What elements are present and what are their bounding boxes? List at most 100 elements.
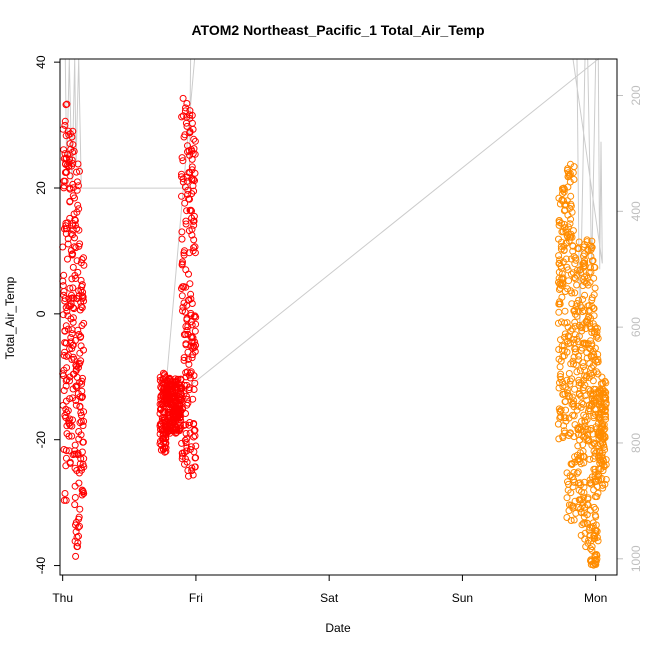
- data-point: [64, 351, 72, 359]
- y2-tick-label: 200: [629, 85, 643, 105]
- data-point: [576, 479, 584, 487]
- data-point: [191, 379, 199, 387]
- data-point: [191, 463, 199, 471]
- data-point: [71, 494, 79, 501]
- data-point: [598, 408, 606, 416]
- data-point: [574, 431, 582, 438]
- data-point: [583, 354, 591, 362]
- data-point: [184, 355, 192, 363]
- data-point: [581, 535, 589, 543]
- data-point: [66, 373, 74, 381]
- data-point: [595, 472, 603, 480]
- data-point: [584, 494, 592, 502]
- data-point: [585, 344, 593, 352]
- data-point: [76, 306, 84, 314]
- data-point: [170, 403, 178, 411]
- data-point: [563, 514, 571, 521]
- data-point: [61, 490, 69, 497]
- data-point: [73, 257, 81, 265]
- data-point: [182, 323, 190, 330]
- data-point: [179, 157, 187, 165]
- data-point: [573, 469, 581, 477]
- data-point: [558, 342, 566, 350]
- data-point: [566, 429, 574, 437]
- data-point: [64, 325, 72, 333]
- data-point: [185, 296, 193, 304]
- data-point: [74, 201, 82, 209]
- data-point: [588, 400, 596, 407]
- data-point: [186, 280, 194, 288]
- data-point: [182, 220, 190, 228]
- data-point: [60, 496, 68, 504]
- data-point: [566, 472, 574, 480]
- data-point: [68, 432, 76, 440]
- data-point: [601, 446, 609, 454]
- data-point: [584, 281, 592, 289]
- data-point: [185, 360, 193, 368]
- data-point: [599, 386, 607, 394]
- data-point: [587, 557, 594, 565]
- data-point: [188, 354, 196, 362]
- data-point: [563, 376, 571, 384]
- data-point: [72, 552, 80, 560]
- data-point: [576, 367, 584, 375]
- data-point: [588, 371, 596, 379]
- plot-frame: [59, 58, 618, 576]
- data-point: [59, 282, 67, 290]
- data-point: [590, 274, 598, 282]
- data-point: [555, 252, 563, 260]
- data-point: [571, 331, 579, 339]
- data-point: [189, 217, 197, 225]
- data-point: [183, 444, 191, 452]
- data-point: [60, 271, 68, 279]
- data-point: [582, 374, 590, 382]
- data-point: [557, 280, 565, 288]
- data-point: [71, 221, 79, 229]
- data-point: [77, 418, 85, 425]
- data-point: [182, 283, 190, 291]
- data-point: [571, 274, 579, 281]
- data-point: [73, 225, 81, 233]
- data-point: [590, 455, 597, 463]
- data-point: [187, 342, 195, 350]
- data-point: [593, 493, 601, 501]
- data-point: [190, 372, 198, 380]
- data-point: [572, 303, 580, 311]
- data-point: [560, 414, 568, 422]
- data-point: [179, 175, 187, 183]
- data-point: [65, 131, 73, 139]
- data-point: [555, 217, 563, 225]
- data-point: [165, 415, 173, 422]
- data-point: [591, 323, 599, 331]
- data-point: [77, 276, 85, 284]
- data-point: [68, 294, 76, 302]
- data-point: [588, 543, 596, 551]
- y-tick-label: 0: [34, 310, 48, 317]
- data-point: [156, 400, 164, 408]
- data-point: [80, 297, 88, 305]
- data-point: [563, 386, 571, 394]
- data-point: [75, 205, 83, 213]
- data-point: [66, 172, 74, 180]
- data-point: [183, 447, 190, 455]
- data-point: [60, 288, 68, 295]
- data-point: [66, 395, 74, 403]
- data-point: [579, 363, 587, 371]
- data-point: [190, 313, 198, 321]
- data-point: [567, 517, 575, 524]
- data-point: [589, 522, 597, 530]
- data-point: [582, 279, 590, 287]
- data-point: [569, 227, 577, 235]
- data-point: [73, 208, 81, 216]
- data-point: [591, 410, 599, 418]
- data-point: [62, 382, 70, 390]
- data-point: [77, 333, 85, 340]
- data-point: [186, 111, 194, 119]
- data-point: [557, 370, 565, 378]
- data-point: [70, 305, 78, 313]
- data-point: [186, 114, 194, 122]
- data-point: [63, 100, 71, 108]
- data-point: [566, 377, 574, 385]
- data-point: [72, 397, 80, 404]
- data-point: [178, 228, 186, 236]
